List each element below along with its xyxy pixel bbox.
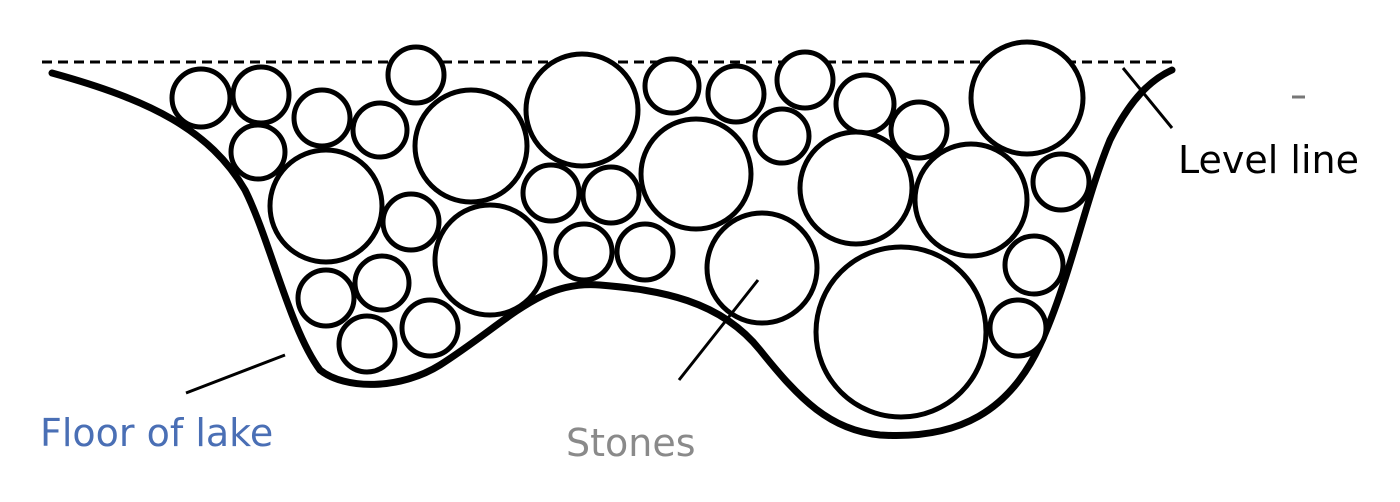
stone [350, 100, 410, 160]
stone [797, 129, 915, 247]
stone [580, 164, 642, 226]
stone [523, 51, 641, 169]
stone [642, 56, 702, 116]
level-line-label: Level line [1178, 138, 1359, 182]
stone [704, 210, 820, 326]
stone [520, 162, 582, 224]
stone [888, 99, 950, 161]
stone [1030, 151, 1092, 213]
stone [352, 253, 412, 313]
stones-group [169, 39, 1092, 420]
stone [385, 44, 447, 106]
stone [267, 147, 385, 265]
stone [752, 106, 812, 166]
stone [1002, 233, 1066, 297]
stone [291, 87, 353, 149]
stone [295, 267, 357, 329]
stone [380, 191, 442, 253]
stones-leader [677, 279, 760, 381]
stone [912, 141, 1030, 259]
stone [705, 63, 767, 125]
stone [412, 87, 530, 205]
stone [833, 72, 897, 136]
stone [169, 66, 233, 130]
stone [432, 202, 548, 318]
stone [968, 39, 1086, 157]
stone [614, 221, 676, 283]
stone [336, 313, 398, 375]
stone [638, 116, 754, 232]
stone [813, 244, 989, 420]
stone [399, 297, 461, 359]
stone [987, 297, 1049, 359]
stone [553, 221, 615, 283]
stone [230, 64, 292, 126]
floor-of-lake-label: Floor of lake [40, 411, 274, 455]
lake-floor [48, 66, 1176, 440]
floor-leader [185, 353, 286, 395]
stone [774, 49, 836, 111]
level-line-leader [1121, 67, 1174, 129]
stone [228, 122, 288, 182]
stones-label: Stones [566, 421, 696, 465]
